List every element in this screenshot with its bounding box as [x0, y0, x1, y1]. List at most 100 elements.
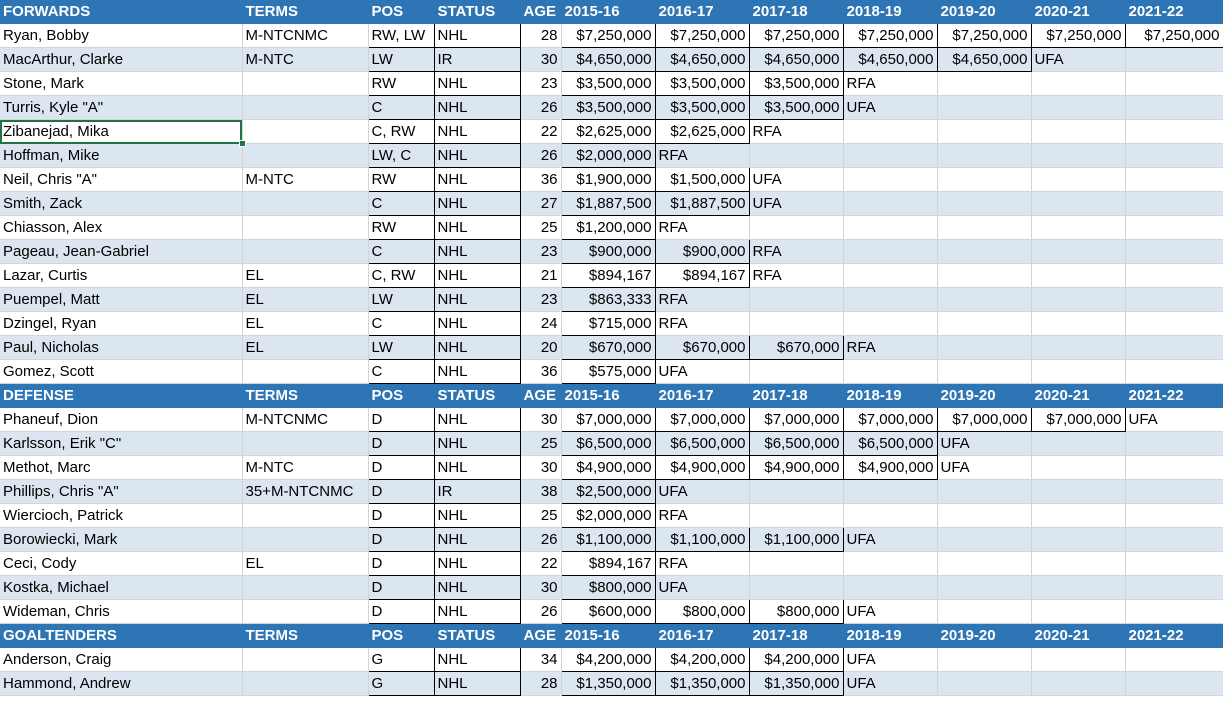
age-cell[interactable]: 36 — [520, 167, 562, 192]
salary-cell[interactable]: $670,000 — [654, 335, 750, 360]
player-name-cell[interactable]: Ceci, Cody — [0, 551, 243, 576]
age-cell[interactable]: 24 — [520, 311, 562, 336]
terms-header-cell[interactable]: TERMS — [242, 0, 369, 24]
season-header-cell[interactable]: 2019-20 — [937, 0, 1032, 24]
salary-cell[interactable] — [937, 263, 1032, 288]
age-cell[interactable]: 27 — [520, 191, 562, 216]
player-name-cell[interactable]: Phaneuf, Dion — [0, 407, 243, 432]
salary-cell[interactable]: $900,000 — [654, 239, 750, 264]
salary-cell[interactable] — [749, 551, 844, 576]
salary-cell[interactable] — [937, 575, 1032, 600]
salary-cell[interactable]: $4,650,000 — [654, 47, 750, 72]
season-header-cell[interactable]: 2016-17 — [655, 383, 750, 408]
status-cell[interactable]: NHL — [433, 287, 521, 312]
salary-cell[interactable] — [937, 647, 1032, 672]
season-header-cell[interactable]: 2019-20 — [937, 623, 1032, 648]
salary-cell[interactable]: UFA — [843, 527, 938, 552]
salary-cell[interactable]: $6,500,000 — [560, 431, 656, 456]
age-cell[interactable]: 38 — [520, 479, 562, 504]
status-cell[interactable]: NHL — [433, 359, 521, 384]
salary-cell[interactable]: RFA — [655, 287, 750, 312]
salary-cell[interactable] — [937, 503, 1032, 528]
player-name-cell[interactable]: Ryan, Bobby — [0, 23, 243, 48]
salary-cell[interactable] — [937, 599, 1032, 624]
salary-cell[interactable]: $894,167 — [560, 263, 656, 288]
age-cell[interactable]: 30 — [520, 47, 562, 72]
salary-cell[interactable] — [937, 287, 1032, 312]
status-header-cell[interactable]: STATUS — [434, 623, 521, 648]
salary-cell[interactable]: $3,500,000 — [654, 71, 750, 96]
status-cell[interactable]: NHL — [433, 431, 521, 456]
terms-cell[interactable]: EL — [242, 335, 369, 360]
salary-cell[interactable]: $7,250,000 — [1124, 23, 1223, 48]
salary-cell[interactable]: UFA — [749, 191, 844, 216]
player-name-cell[interactable]: Hoffman, Mike — [0, 143, 243, 168]
salary-cell[interactable] — [937, 239, 1032, 264]
season-header-cell[interactable]: 2020-21 — [1031, 0, 1126, 24]
salary-cell[interactable] — [1125, 671, 1223, 696]
salary-cell[interactable]: $2,625,000 — [560, 119, 656, 144]
salary-cell[interactable]: $1,350,000 — [560, 671, 656, 696]
salary-cell[interactable]: $894,167 — [654, 263, 750, 288]
salary-cell[interactable] — [937, 71, 1032, 96]
salary-cell[interactable]: $7,250,000 — [654, 23, 750, 48]
pos-header-cell[interactable]: POS — [368, 0, 435, 24]
selection-fill-handle[interactable] — [239, 140, 246, 147]
salary-cell[interactable]: $7,250,000 — [842, 23, 938, 48]
salary-cell[interactable]: $7,000,000 — [654, 407, 750, 432]
salary-cell[interactable]: $2,625,000 — [654, 119, 750, 144]
age-cell[interactable]: 22 — [520, 551, 562, 576]
age-cell[interactable]: 22 — [520, 119, 562, 144]
salary-cell[interactable]: $6,500,000 — [654, 431, 750, 456]
age-cell[interactable]: 20 — [520, 335, 562, 360]
age-cell[interactable]: 28 — [520, 671, 562, 696]
age-cell[interactable]: 23 — [520, 239, 562, 264]
status-cell[interactable]: IR — [433, 47, 521, 72]
status-cell[interactable]: NHL — [433, 239, 521, 264]
salary-cell[interactable] — [1031, 527, 1126, 552]
player-name-cell[interactable]: Turris, Kyle "A" — [0, 95, 243, 120]
status-cell[interactable]: NHL — [433, 671, 521, 696]
salary-cell[interactable]: UFA — [937, 431, 1032, 456]
salary-cell[interactable] — [1031, 167, 1126, 192]
section-title-cell[interactable]: DEFENSE — [0, 383, 243, 408]
salary-cell[interactable] — [1125, 263, 1223, 288]
player-name-cell[interactable]: Methot, Marc — [0, 455, 243, 480]
terms-cell[interactable] — [242, 671, 369, 696]
salary-cell[interactable] — [1125, 191, 1223, 216]
pos-cell[interactable]: C — [367, 191, 435, 216]
salary-cell[interactable] — [1125, 119, 1223, 144]
salary-cell[interactable]: $6,500,000 — [842, 431, 938, 456]
salary-cell[interactable] — [937, 95, 1032, 120]
salary-cell[interactable]: $2,500,000 — [560, 479, 656, 504]
age-cell[interactable]: 28 — [520, 23, 562, 48]
status-cell[interactable]: NHL — [433, 311, 521, 336]
salary-cell[interactable]: $4,650,000 — [936, 47, 1032, 72]
salary-cell[interactable]: $4,900,000 — [748, 455, 844, 480]
pos-cell[interactable]: D — [367, 551, 435, 576]
salary-cell[interactable] — [749, 575, 844, 600]
pos-cell[interactable]: RW — [367, 167, 435, 192]
salary-cell[interactable] — [937, 119, 1032, 144]
salary-cell[interactable]: $4,900,000 — [654, 455, 750, 480]
salary-cell[interactable]: $863,333 — [560, 287, 656, 312]
salary-cell[interactable]: $4,650,000 — [560, 47, 656, 72]
salary-cell[interactable] — [749, 143, 844, 168]
pos-cell[interactable]: D — [367, 455, 435, 480]
salary-cell[interactable] — [1125, 311, 1223, 336]
salary-cell[interactable]: $7,000,000 — [842, 407, 938, 432]
age-cell[interactable]: 30 — [520, 407, 562, 432]
salary-cell[interactable]: $800,000 — [654, 599, 750, 624]
salary-cell[interactable] — [937, 191, 1032, 216]
salary-cell[interactable] — [1031, 503, 1126, 528]
salary-cell[interactable]: $7,250,000 — [560, 23, 656, 48]
salary-cell[interactable]: UFA — [749, 167, 844, 192]
terms-cell[interactable] — [242, 143, 369, 168]
salary-cell[interactable]: $1,100,000 — [654, 527, 750, 552]
pos-cell[interactable]: C — [367, 239, 435, 264]
season-header-cell[interactable]: 2015-16 — [561, 0, 656, 24]
salary-cell[interactable] — [1031, 575, 1126, 600]
salary-cell[interactable] — [937, 527, 1032, 552]
player-name-cell[interactable]: Dzingel, Ryan — [0, 311, 243, 336]
salary-cell[interactable] — [937, 311, 1032, 336]
